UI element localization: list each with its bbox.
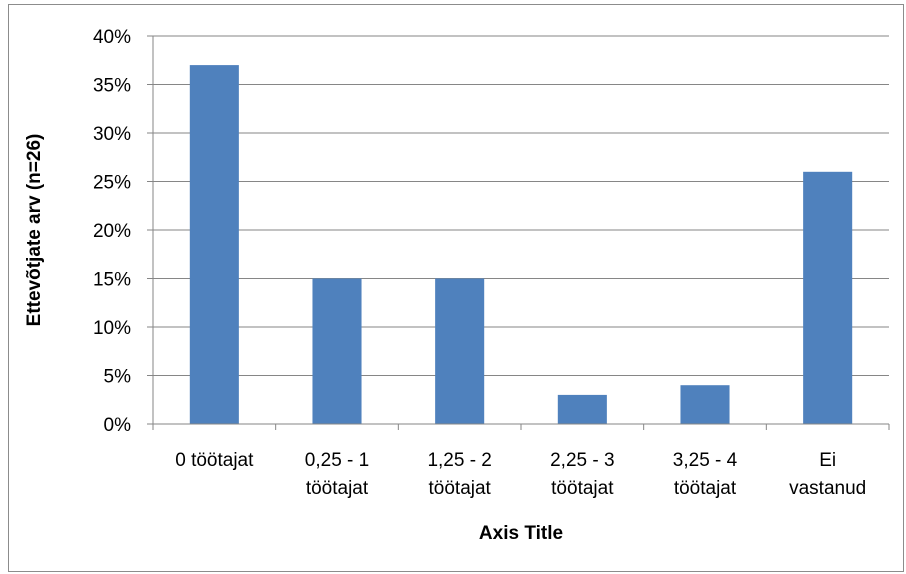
bar: [435, 278, 485, 424]
y-tick-label: 30%: [93, 124, 131, 145]
x-tick-label: 0,25 - 1 töötajat: [305, 450, 369, 499]
x-axis-title: Axis Title: [479, 523, 563, 544]
x-tick-label: 2,25 - 3 töötajat: [550, 450, 614, 499]
y-tick-label: 20%: [93, 221, 131, 242]
bar: [680, 385, 730, 424]
x-tick-labels: 0 töötajat 0,25 - 1 töötajat 1,25 - 2 töötaj…: [175, 450, 866, 499]
y-tick-label: 15%: [93, 270, 131, 291]
y-tick-label: 10%: [93, 318, 131, 339]
y-tick-labels: 0% 5% 10% 15% 20% 25% 30% 35% 40%: [93, 27, 131, 436]
x-tick-label: 1,25 - 2 töötajat: [427, 450, 491, 499]
axes: [152, 36, 890, 430]
bar: [803, 171, 853, 424]
y-tick-label: 5%: [104, 367, 132, 388]
x-tick-label: Ei vastanud: [789, 450, 866, 499]
y-tick-label: 25%: [93, 173, 131, 194]
bar: [189, 65, 239, 424]
y-tick-label: 40%: [93, 27, 131, 48]
y-tick-label: 35%: [93, 76, 131, 97]
bar-series: [189, 65, 853, 424]
gridlines: [147, 35, 889, 425]
y-axis-title: Ettevõtjate arv (n=26): [24, 134, 45, 327]
bar: [557, 394, 607, 424]
bar: [312, 278, 362, 424]
x-tick-label: 0 töötajat: [175, 450, 254, 471]
x-tick-label: 3,25 - 4 töötajat: [673, 450, 738, 499]
y-tick-label: 0%: [104, 415, 132, 436]
